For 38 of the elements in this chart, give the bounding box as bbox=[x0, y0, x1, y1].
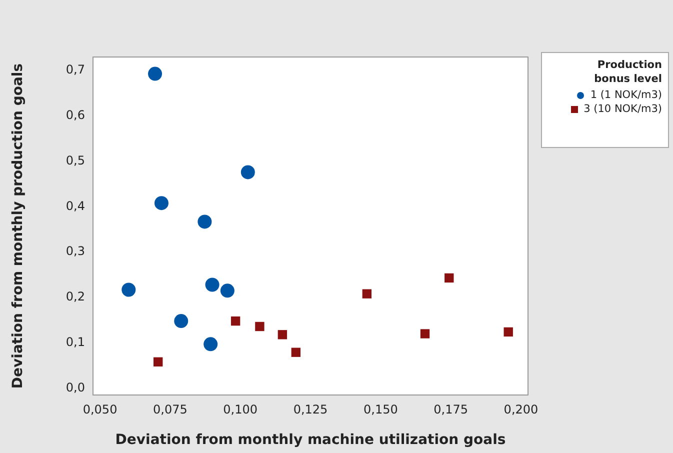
x-tick-label: 0,200 bbox=[504, 402, 538, 416]
y-tick-label: 0,3 bbox=[66, 244, 85, 258]
x-tick-label: 0,175 bbox=[434, 402, 468, 416]
y-tick-label: 0,0 bbox=[66, 380, 85, 394]
legend-label: 3 (10 NOK/m3) bbox=[584, 102, 662, 116]
x-tick-label: 0,050 bbox=[82, 402, 118, 416]
y-tick-label: 0,7 bbox=[66, 62, 85, 77]
point bbox=[174, 314, 188, 328]
point bbox=[278, 330, 288, 340]
y-axis-title: Deviation from monthly production goals bbox=[10, 63, 26, 389]
point bbox=[198, 214, 212, 229]
y-tick-label: 0,6 bbox=[66, 108, 85, 122]
point bbox=[154, 357, 163, 366]
legend-title: Production bonus level bbox=[593, 58, 662, 86]
point bbox=[154, 196, 168, 210]
point bbox=[444, 273, 454, 283]
point bbox=[204, 337, 218, 352]
x-axis-title: Deviation from monthly machine utilization goals bbox=[115, 432, 506, 448]
point bbox=[255, 322, 264, 332]
point bbox=[122, 282, 136, 297]
x-tick-label: 0,075 bbox=[153, 402, 188, 416]
x-tick-label: 0,100 bbox=[223, 402, 258, 416]
point bbox=[240, 165, 255, 180]
point bbox=[420, 329, 430, 338]
x-tick-label: 0,125 bbox=[293, 402, 328, 416]
point bbox=[291, 348, 301, 357]
y-tick-label: 0,1 bbox=[66, 334, 85, 349]
point bbox=[148, 66, 162, 81]
x-tick-label: 0,150 bbox=[363, 402, 398, 416]
y-tick-label: 0,4 bbox=[66, 198, 85, 213]
point bbox=[362, 289, 372, 298]
point bbox=[205, 278, 220, 292]
point bbox=[230, 316, 240, 326]
y-tick-label: 0,5 bbox=[66, 153, 85, 168]
point bbox=[504, 327, 513, 337]
legend-label: 1 (1 NOK/m3) bbox=[590, 88, 662, 102]
y-tick-label: 0,2 bbox=[66, 290, 85, 304]
point bbox=[220, 284, 234, 298]
